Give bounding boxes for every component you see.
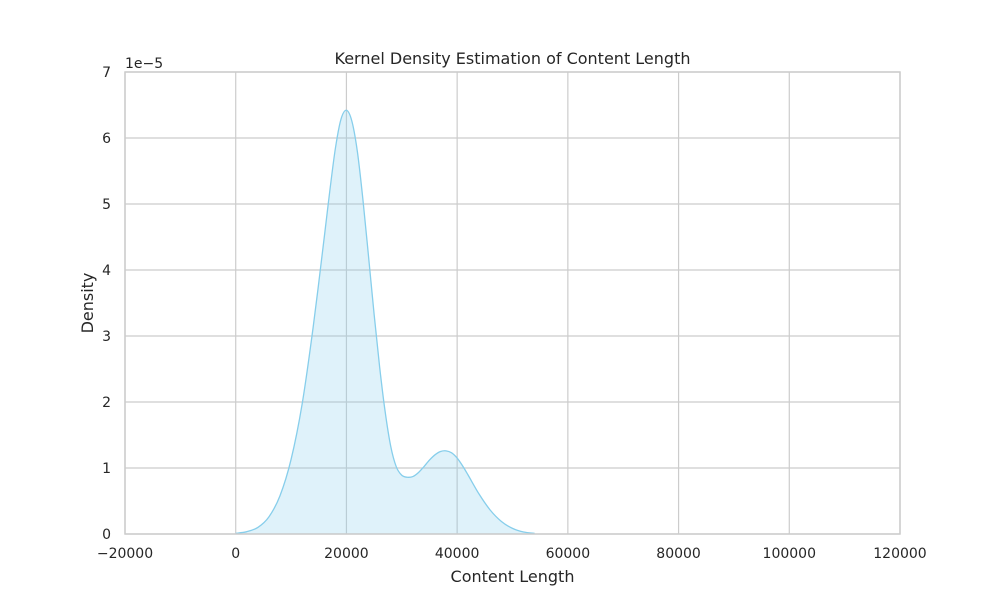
y-tick-label: 3 — [102, 329, 111, 345]
density-area-layer — [235, 109, 535, 534]
density-fill-area — [235, 110, 535, 534]
x-tick-label: 120000 — [873, 546, 926, 562]
density-curve-line — [235, 109, 535, 534]
y-tick-label: 0 — [102, 527, 111, 543]
x-tick-label: −20000 — [97, 546, 153, 562]
y-tick-label: 4 — [102, 263, 111, 279]
x-axis-title: Content Length — [451, 567, 575, 586]
y-tick-labels: 0 1 2 3 4 5 6 7 — [102, 65, 111, 543]
x-tick-label: 40000 — [435, 546, 480, 562]
x-tick-label: 0 — [231, 546, 240, 562]
x-tick-label: 20000 — [324, 546, 369, 562]
grid-layer — [124, 71, 901, 535]
y-axis-title: Density — [78, 273, 97, 334]
y-tick-label: 2 — [102, 395, 111, 411]
y-axis-offset-label: 1e−5 — [125, 56, 163, 72]
chart-title: Kernel Density Estimation of Content Len… — [335, 49, 691, 68]
y-tick-label: 6 — [102, 131, 111, 147]
y-tick-label: 1 — [102, 461, 111, 477]
y-tick-label: 7 — [102, 65, 111, 81]
y-tick-label: 5 — [102, 197, 111, 213]
plot-frame — [124, 71, 901, 535]
x-tick-label: 100000 — [763, 546, 816, 562]
x-tick-label: 80000 — [656, 546, 701, 562]
x-tick-labels: −20000 0 20000 40000 60000 80000 100000 120000 — [97, 546, 927, 562]
x-tick-label: 60000 — [546, 546, 591, 562]
